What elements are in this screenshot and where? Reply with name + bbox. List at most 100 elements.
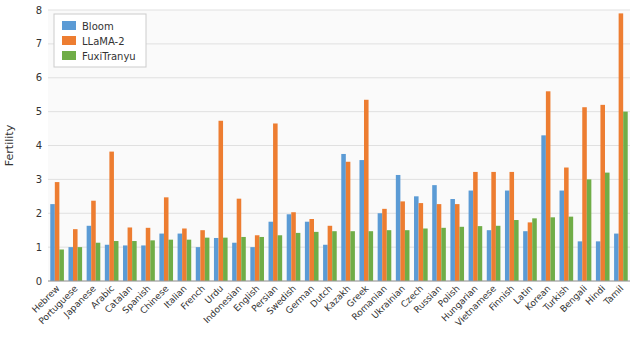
bar (146, 228, 151, 281)
bar (237, 199, 242, 281)
bar (473, 172, 478, 281)
bar (523, 231, 528, 281)
chart: 012345678FertilityHebrewPortugueseJapane… (0, 0, 640, 349)
bar (164, 197, 169, 281)
grid-line (48, 111, 630, 112)
legend: BloomLLaMA-2FuxiTranyu (54, 14, 146, 67)
bar (55, 182, 60, 281)
bar (219, 121, 224, 281)
y-tick-label: 5 (36, 106, 42, 117)
bar (450, 199, 455, 281)
bar (619, 13, 624, 281)
bar (50, 204, 55, 281)
x-tick-label: Tamil (601, 283, 625, 307)
y-tick-label: 8 (36, 5, 42, 16)
bar (491, 172, 496, 281)
bar (187, 240, 192, 281)
bar (341, 154, 346, 281)
bar (205, 238, 210, 281)
bar (405, 230, 410, 281)
bar (505, 191, 510, 281)
bar (128, 227, 133, 281)
bar (455, 204, 460, 281)
bar (168, 240, 173, 281)
y-tick-label: 7 (36, 38, 42, 49)
bar (423, 228, 428, 281)
bar (273, 123, 278, 281)
bar (550, 217, 555, 281)
bar (287, 214, 292, 281)
bar (178, 234, 183, 281)
bar (496, 226, 501, 281)
bar (105, 245, 110, 281)
bar (596, 241, 601, 281)
bar (323, 245, 328, 281)
bar (68, 247, 73, 281)
bar (223, 238, 228, 281)
y-tick-label: 4 (36, 140, 42, 151)
bar (132, 241, 137, 281)
bar (328, 226, 333, 281)
bar (528, 222, 533, 281)
x-tick-label: Hindi (584, 283, 607, 306)
legend-box (54, 14, 146, 67)
bars (50, 13, 627, 281)
bar (359, 160, 364, 281)
bar (514, 220, 519, 281)
bar (232, 243, 237, 281)
bar (560, 191, 565, 281)
bar (437, 204, 442, 281)
bar (346, 162, 351, 281)
bar (623, 112, 628, 281)
bar (182, 228, 187, 281)
bar (441, 228, 446, 281)
bar (314, 232, 319, 281)
bar (200, 230, 205, 281)
y-tick-label: 1 (36, 242, 42, 253)
bar (255, 235, 260, 281)
y-axis: 012345678 (36, 5, 630, 287)
bar (396, 175, 401, 281)
bar (87, 226, 92, 281)
legend-swatch (62, 21, 76, 30)
y-tick-label: 2 (36, 208, 42, 219)
bar (332, 231, 337, 281)
bar (141, 245, 146, 281)
bar (78, 247, 83, 281)
bar (150, 240, 155, 281)
bar (582, 107, 587, 281)
bar (541, 135, 546, 281)
bar (159, 234, 164, 281)
bar (250, 247, 255, 281)
grid-line (48, 281, 630, 282)
bar (309, 219, 314, 281)
bar (350, 231, 355, 281)
bar (459, 227, 464, 281)
bar (569, 217, 574, 281)
grid-line (48, 77, 630, 78)
bar (478, 226, 483, 281)
bar (196, 247, 201, 281)
bar (614, 234, 619, 281)
bar (364, 100, 369, 281)
bar (305, 222, 310, 281)
x-axis-line (48, 281, 630, 282)
bar (296, 233, 301, 281)
bar (259, 237, 264, 281)
bar (587, 179, 592, 281)
y-tick-label: 0 (36, 276, 42, 287)
bar (600, 105, 605, 281)
plot-background (48, 10, 630, 281)
bar (432, 185, 437, 281)
bar (291, 212, 296, 281)
bar (487, 230, 492, 281)
bar (114, 241, 119, 281)
bar (605, 173, 610, 281)
x-axis: HebrewPortugueseJapaneseArabicCatalanSpa… (30, 283, 625, 328)
bar (378, 213, 383, 281)
bar (419, 203, 424, 281)
legend-label: LLaMA-2 (82, 36, 125, 47)
bar (214, 238, 219, 281)
bar (578, 241, 583, 281)
legend-swatch (62, 36, 76, 45)
